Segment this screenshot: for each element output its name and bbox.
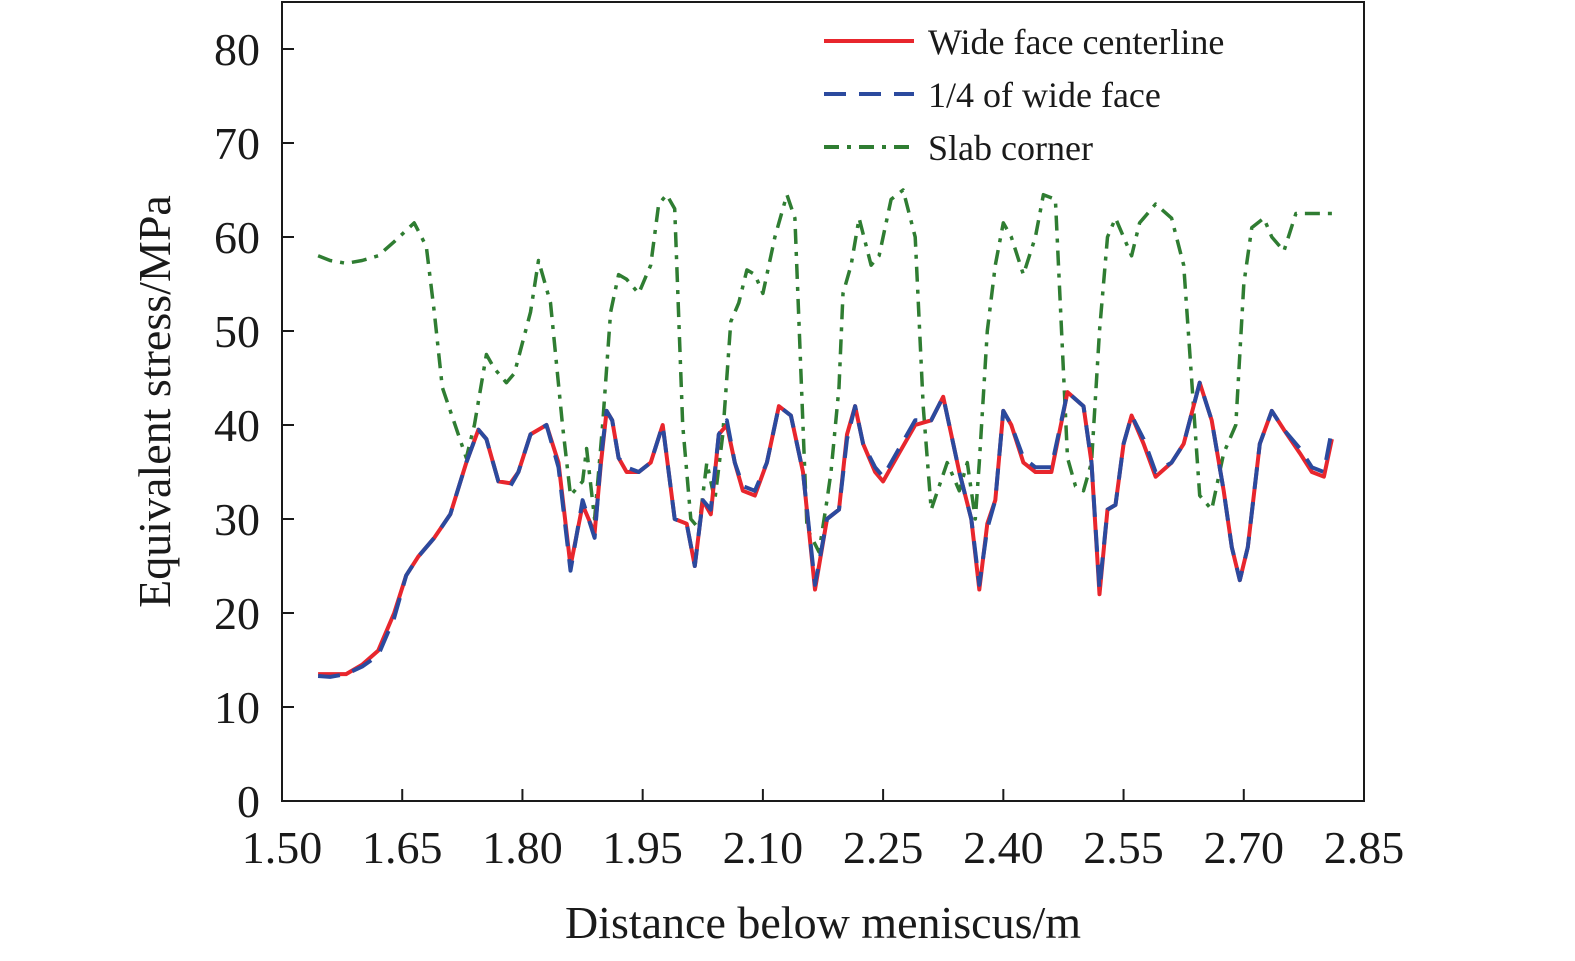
x-tick-label: 2.40 (963, 822, 1044, 873)
x-axis: 1.50 1.65 1.80 1.95 2.10 2.25 2.40 2.55 2.70 2.85 (242, 789, 1405, 873)
x-tick-label: 1.80 (482, 822, 563, 873)
y-tick-label: 10 (214, 682, 260, 733)
y-tick-label: 50 (214, 306, 260, 357)
x-tick-label: 1.95 (602, 822, 683, 873)
y-tick-label: 20 (214, 588, 260, 639)
y-axis-title: Equivalent stress/MPa (129, 195, 180, 608)
y-tick-label: 60 (214, 212, 260, 263)
x-tick-label: 2.55 (1083, 822, 1164, 873)
y-tick-label: 0 (237, 776, 260, 827)
y-tick-label: 30 (214, 494, 260, 545)
plot-frame (281, 1, 1365, 802)
y-tick-label: 40 (214, 400, 260, 451)
x-tick-label: 1.65 (362, 822, 443, 873)
series-line-1 (318, 380, 1334, 677)
x-tick-label: 2.70 (1204, 822, 1285, 873)
series-line-3 (317, 188, 1332, 554)
x-tick-label: 1.50 (242, 822, 323, 873)
legend: Wide face centerline 1/4 of wide face Slab… (824, 22, 1224, 168)
x-tick-label: 2.10 (723, 822, 804, 873)
legend-label-2: 1/4 of wide face (928, 75, 1161, 115)
x-tick-label: 2.85 (1324, 822, 1405, 873)
legend-label-1: Wide face centerline (928, 22, 1224, 62)
plot-area (317, 188, 1334, 679)
legend-label-3: Slab corner (928, 128, 1093, 168)
y-tick-label: 80 (214, 24, 260, 75)
series-line-2 (317, 380, 1334, 679)
y-tick-label: 70 (214, 118, 260, 169)
x-tick-label: 2.25 (843, 822, 924, 873)
y-axis: 0 10 20 30 40 50 60 70 80 (214, 24, 294, 827)
x-axis-title: Distance below meniscus/m (565, 897, 1081, 948)
